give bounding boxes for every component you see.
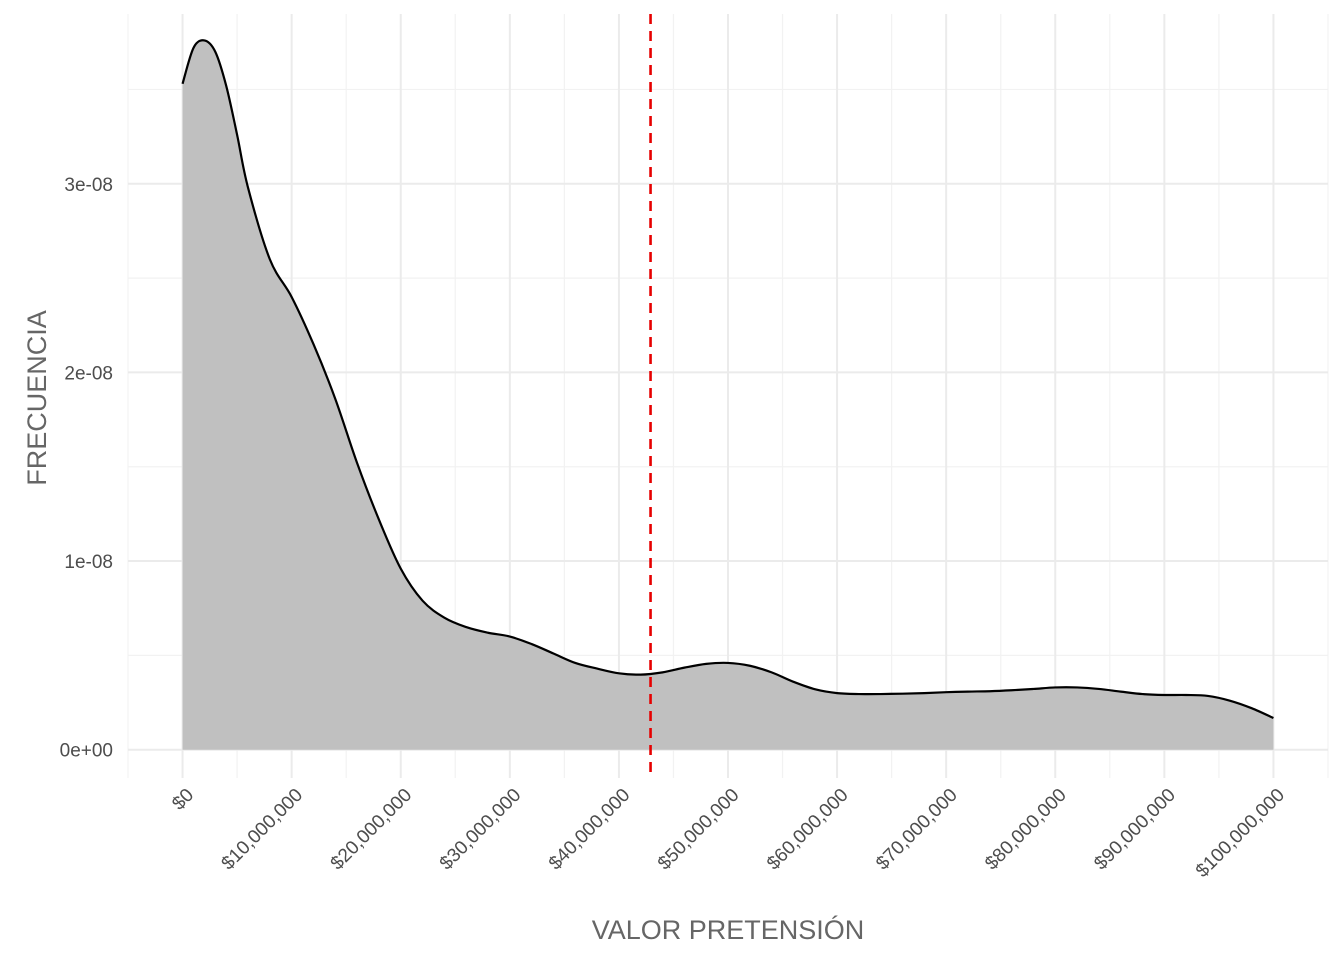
y-tick-label: 1e-08 (64, 552, 113, 573)
y-tick-label: 3e-08 (64, 175, 113, 196)
x-tick-label: $0 (168, 785, 198, 815)
x-tick-label: $100,000,000 (1192, 785, 1289, 882)
x-tick-label: $20,000,000 (327, 785, 417, 875)
y-axis-title: FRECUENCIA (22, 310, 52, 486)
x-tick-label: $10,000,000 (218, 785, 308, 875)
x-axis-tick-labels: $0 $10,000,000 $20,000,000 $30,000,000 $40,0… (168, 785, 1289, 882)
y-axis-tick-labels: 0e+00 1e-08 2e-08 3e-08 (60, 175, 113, 762)
x-tick-label: $40,000,000 (545, 785, 635, 875)
x-axis-title: VALOR PRETENSIÓN (592, 914, 865, 945)
x-tick-label: $80,000,000 (981, 785, 1071, 875)
x-tick-label: $60,000,000 (763, 785, 853, 875)
y-tick-label: 0e+00 (60, 741, 113, 762)
x-tick-label: $70,000,000 (872, 785, 962, 875)
x-tick-label: $50,000,000 (654, 785, 744, 875)
x-tick-label: $90,000,000 (1090, 785, 1180, 875)
x-tick-label: $30,000,000 (436, 785, 526, 875)
y-tick-label: 2e-08 (64, 363, 113, 384)
density-area (182, 40, 1274, 750)
density-curve (181, 39, 1274, 720)
